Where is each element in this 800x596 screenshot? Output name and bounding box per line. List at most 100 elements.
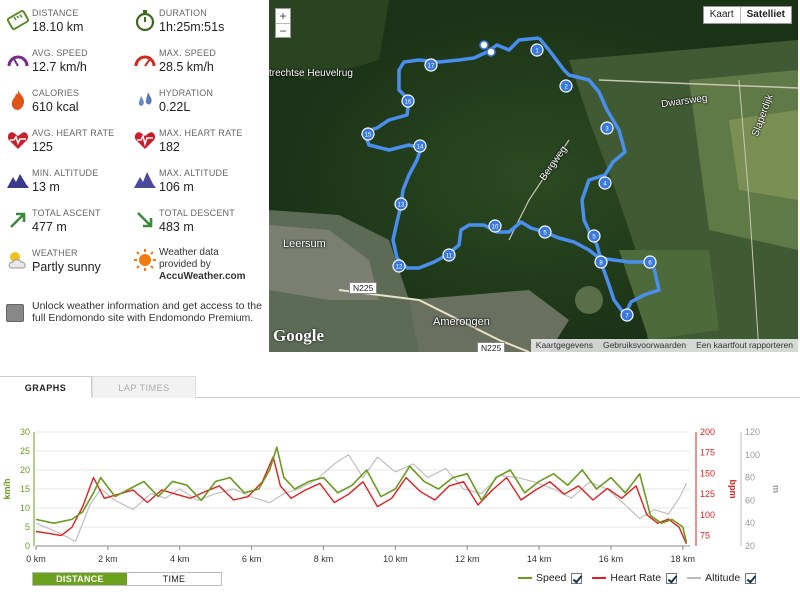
speed-axis-label: km/h: [2, 478, 12, 499]
heart-rate-checkbox[interactable]: [666, 572, 678, 584]
route-marker-8[interactable]: 8: [594, 255, 608, 269]
heart-rate-series-line: [35, 456, 688, 545]
route-marker-label: 11: [446, 254, 453, 260]
time-toggle-button[interactable]: TIME: [127, 573, 221, 585]
terms-link[interactable]: Gebruiksvoorwaarden: [602, 340, 687, 350]
stat-label: MAX. ALTITUDE: [159, 168, 229, 178]
zoom-control: + −: [275, 8, 291, 38]
mountain-max-icon: [134, 172, 156, 188]
speed-line-swatch: [518, 577, 532, 579]
stat-value: 182: [159, 140, 180, 154]
route-marker-1[interactable]: 1: [530, 43, 544, 57]
stat-value: Partly sunny: [32, 260, 101, 274]
stat-label: TOTAL DESCENT: [159, 208, 235, 218]
x-tick-label: 0 km: [26, 554, 46, 564]
map-type-kaart-button[interactable]: Kaart: [709, 9, 734, 20]
workout-stats-panel: DISTANCE 18.10 km DURATION 1h:25m:51s AVG. S…: [0, 0, 268, 290]
route-marker-4[interactable]: 4: [598, 176, 612, 190]
route-marker-12[interactable]: 12: [392, 259, 406, 273]
stat-label: DISTANCE: [32, 8, 79, 18]
chart-legend: Speed Heart Rate Altitude: [518, 570, 766, 586]
route-marker-14[interactable]: 14: [413, 139, 427, 153]
route-marker-10[interactable]: 10: [488, 219, 502, 233]
stat-value: 0.22L: [159, 100, 191, 114]
speedometer-max-icon: [134, 55, 156, 67]
hr-tick-label: 75: [700, 531, 710, 541]
provider-line2: provided by: [159, 259, 211, 270]
stat-value: 610 kcal: [32, 100, 79, 114]
route-marker-label: 17: [428, 64, 435, 70]
stat-value: 13 m: [32, 180, 60, 194]
route-marker-2[interactable]: 2: [559, 79, 573, 93]
route-map[interactable]: 1 2 3 4 5 5 6 7 8 10 11 12 13 14 15 16 17 + − Kaart Sate…: [269, 0, 798, 352]
route-marker-11[interactable]: 11: [442, 248, 456, 262]
speed-tick-label: 5: [25, 522, 30, 532]
speed-tick-label: 25: [20, 446, 30, 456]
speed-tick-label: 20: [20, 465, 30, 475]
stat-label: DURATION: [159, 8, 207, 18]
map-label: Amerongen: [433, 316, 490, 328]
route-marker-15[interactable]: 15: [361, 127, 375, 141]
map-footer: Kaartgegevens Gebruiksvoorwaarden Een ka…: [530, 339, 798, 352]
weather-provider-text: Weather data provided by AccuWeather.com: [159, 247, 246, 283]
route-marker-5[interactable]: 5: [538, 225, 552, 239]
route-marker-label: 14: [417, 145, 424, 151]
route-marker-3[interactable]: 3: [600, 121, 614, 135]
axis-toggle: DISTANCE TIME: [32, 572, 222, 586]
legend-speed-label: Speed: [536, 572, 567, 584]
route-marker-label: 13: [398, 203, 405, 209]
route-marker-13[interactable]: 13: [394, 197, 408, 211]
legend-altitude: Altitude: [687, 572, 757, 584]
workout-chart[interactable]: 0 km 2 km 4 km 6 km 8 km 10 km 12 km 14 km 16 km…: [0, 415, 800, 570]
arrow-up-right-icon: [7, 209, 29, 231]
hr-line-swatch: [592, 577, 607, 579]
stat-label: CALORIES: [32, 88, 80, 98]
x-tick-label: 6 km: [242, 554, 262, 564]
speed-tick-label: 0: [25, 541, 30, 551]
finish-pin-icon[interactable]: [486, 47, 496, 57]
speed-tick-label: 30: [20, 427, 30, 437]
stat-value: 12.7 km/h: [32, 60, 87, 74]
tab-graphs[interactable]: GRAPHS: [0, 376, 92, 398]
hr-tick-label: 125: [700, 489, 715, 499]
route-marker-17[interactable]: 17: [424, 58, 438, 72]
map-data-link[interactable]: Kaartgegevens: [535, 340, 593, 350]
stat-value: 477 m: [32, 220, 67, 234]
route-marker-label: 5: [543, 231, 547, 237]
accuweather-link[interactable]: AccuWeather.com: [159, 271, 246, 282]
alt-line-swatch: [687, 577, 702, 579]
map-type-control: Kaart Satelliet: [702, 6, 792, 24]
route-marker-7[interactable]: 7: [620, 308, 634, 322]
route-marker-label: 6: [648, 261, 652, 267]
partly-sunny-icon: [8, 252, 26, 269]
speed-checkbox[interactable]: [571, 572, 583, 584]
route-marker-6[interactable]: 6: [643, 255, 657, 269]
zoom-in-button[interactable]: +: [276, 9, 290, 24]
route-marker-16[interactable]: 16: [401, 94, 415, 108]
map-type-satellite-button[interactable]: Satelliet: [739, 7, 791, 23]
x-tick-label: 12 km: [455, 554, 480, 564]
start-pin-icon[interactable]: [479, 40, 489, 50]
report-error-link[interactable]: Een kaartfout rapporteren: [696, 340, 793, 350]
route-marker-label: 8: [599, 261, 603, 267]
graph-tabs: GRAPHS LAP TIMES: [0, 376, 800, 398]
altitude-checkbox[interactable]: [745, 572, 757, 584]
stat-value: 28.5 km/h: [159, 60, 214, 74]
tab-lap-times[interactable]: LAP TIMES: [92, 376, 196, 398]
zoom-out-button[interactable]: −: [279, 24, 287, 38]
premium-icon: [6, 304, 24, 322]
route-marker-label: 2: [564, 85, 568, 91]
flame-icon: [11, 90, 25, 110]
route-marker-5[interactable]: 5: [587, 229, 601, 243]
alt-tick-label: 60: [745, 495, 755, 505]
alt-tick-label: 100: [745, 450, 760, 460]
distance-toggle-button[interactable]: DISTANCE: [33, 573, 127, 585]
route-marker-label: 7: [625, 314, 629, 320]
map-label: trechtse Heuvelrug: [269, 68, 353, 79]
stat-value: 106 m: [159, 180, 194, 194]
alt-tick-label: 120: [745, 427, 760, 437]
route-marker-label: 5: [592, 235, 596, 241]
ruler-icon: [6, 10, 30, 30]
x-tick-label: 2 km: [98, 554, 118, 564]
